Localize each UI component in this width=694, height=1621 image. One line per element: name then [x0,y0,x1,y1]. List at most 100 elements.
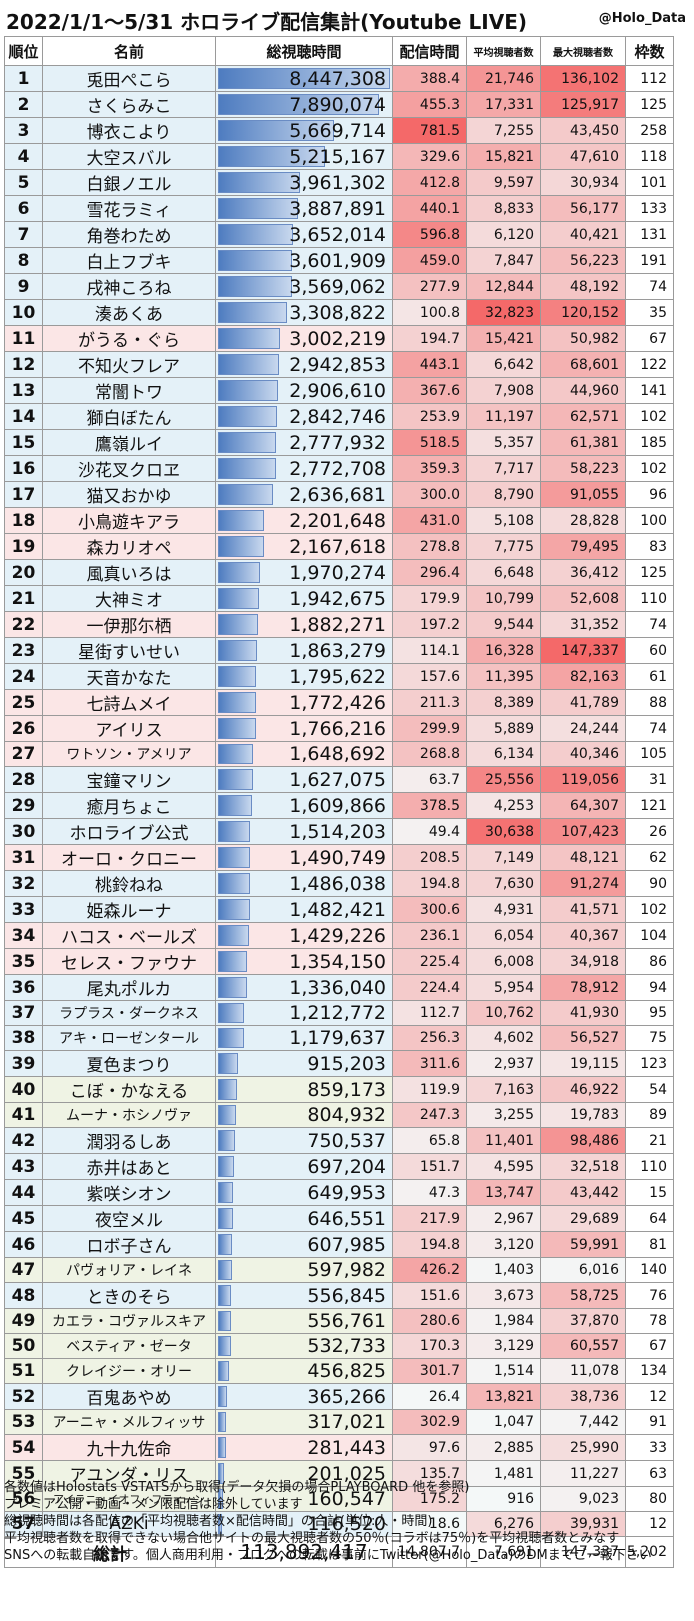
frames-cell: 95 [625,1000,674,1026]
frames-cell: 104 [625,922,674,949]
rank-cell: 55 [4,1460,43,1487]
frames-cell: 96 [625,481,674,508]
avg-viewers-cell: 5,357 [466,429,541,456]
table-body: 1 兎田ぺこら 8,447,308 388.4 21,746 136,102 112 2 さくら… [4,65,674,1537]
total-watch-value: 3,569,062 [289,275,386,298]
total-frames-value: 5,202 [625,1536,674,1568]
name-cell: オーロ・クロニー [42,844,216,871]
total-watch-bar [218,588,259,609]
total-watch-value: 1,970,274 [289,561,386,584]
max-viewers-cell: 91,055 [540,481,626,508]
total-watch-value: 646,551 [307,1207,386,1230]
total-watch-cell: 1,179,637 [215,1025,393,1051]
stream-time-cell: 175.2 [392,1486,467,1512]
max-viewers-cell: 9,023 [540,1486,626,1512]
frames-cell: 102 [625,455,674,482]
table-row: 4 大空スバル 5,215,167 329.6 15,821 47,610 118 [4,143,674,170]
rank-cell: 16 [4,455,43,482]
frames-cell: 122 [625,351,674,378]
total-watch-bar [218,1311,231,1331]
stream-time-cell: 388.4 [392,65,467,92]
frames-cell: 112 [625,65,674,92]
name-cell: 常闇トワ [42,377,216,404]
name-cell: アイリス [42,715,216,742]
name-cell: 角巻わため [42,221,216,248]
table-row: 49 カエラ・コヴァルスキア 556,761 280.6 1,984 37,870 78 [4,1308,674,1334]
frames-cell: 21 [625,1127,674,1154]
total-watch-cell: 3,601,909 [215,247,393,274]
stream-time-cell: 431.0 [392,507,467,534]
table-row: 9 戌神ころね 3,569,062 277.9 12,844 48,192 74 [4,273,674,300]
max-viewers-cell: 78,912 [540,974,626,1001]
frames-cell: 63 [625,1460,674,1487]
table-row: 29 癒月ちょこ 1,609,866 378.5 4,253 64,307 121 [4,792,674,819]
total-watch-cell: 3,652,014 [215,221,393,248]
max-viewers-cell: 36,412 [540,559,626,586]
stream-time-cell: 26.4 [392,1383,467,1410]
stream-time-cell: 217.9 [392,1205,467,1232]
max-viewers-cell: 40,421 [540,221,626,248]
stream-time-cell: 256.3 [392,1025,467,1051]
total-watch-bar [218,925,249,946]
name-cell: 雪花ラミィ [42,195,216,222]
table-row: 11 がうる・ぐら 3,002,219 194.7 15,421 50,982 67 [4,325,674,352]
frames-cell: 105 [625,741,674,767]
rank-cell: 50 [4,1333,43,1359]
stream-time-cell: 311.6 [392,1050,467,1077]
frames-cell: 141 [625,377,674,404]
rank-cell: 28 [4,766,43,793]
total-watch-value: 1,795,622 [289,665,386,688]
stream-time-cell: 455.3 [392,91,467,118]
table-row: 1 兎田ぺこら 8,447,308 388.4 21,746 136,102 112 [4,65,674,92]
max-viewers-cell: 41,789 [540,689,626,716]
table-row: 39 夏色まつり 915,203 311.6 2,937 19,115 123 [4,1050,674,1077]
avg-viewers-cell: 1,984 [466,1308,541,1334]
frames-cell: 110 [625,1153,674,1180]
max-viewers-cell: 19,783 [540,1102,626,1128]
total-watch-bar [218,1079,237,1100]
total-watch-bar [218,1489,223,1509]
table-row: 28 宝鐘マリン 1,627,075 63.7 25,556 119,056 31 [4,766,674,793]
total-watch-cell: 2,772,708 [215,455,393,482]
table-row: 47 パヴォリア・レイネ 597,982 426.2 1,403 6,016 140 [4,1257,674,1283]
total-watch-cell: 597,982 [215,1257,393,1283]
avg-viewers-cell: 8,389 [466,689,541,716]
name-cell: 七詩ムメイ [42,689,216,716]
total-watch-value: 3,887,891 [289,197,386,220]
total-watch-cell: 750,537 [215,1127,393,1154]
total-watch-cell: 1,648,692 [215,741,393,767]
stream-time-cell: 224.4 [392,974,467,1001]
name-cell: 宝鐘マリン [42,766,216,793]
name-cell: ときのそら [42,1282,216,1309]
name-cell: 紫咲シオン [42,1179,216,1206]
frames-cell: 134 [625,1358,674,1384]
total-watch-bar [218,458,276,479]
total-watch-cell: 1,609,866 [215,792,393,819]
total-watch-cell: 3,887,891 [215,195,393,222]
avg-viewers-cell: 4,931 [466,896,541,923]
name-cell: 猫又おかゆ [42,481,216,508]
frames-cell: 74 [625,273,674,300]
name-cell: 桃鈴ねね [42,870,216,897]
name-cell: アイラニ・イオフィフティーン [42,1486,216,1512]
table-row: 40 こぼ・かなえる 859,173 119.9 7,163 46,922 54 [4,1076,674,1103]
total-label: 総計 [4,1536,216,1568]
stream-time-cell: 278.8 [392,533,467,560]
total-watch-value: 1,766,216 [289,717,386,740]
name-cell: 森カリオペ [42,533,216,560]
rank-cell: 10 [4,299,43,326]
total-watch-value: 8,447,308 [289,67,386,90]
total-watch-cell: 317,021 [215,1409,393,1435]
max-viewers-cell: 61,381 [540,429,626,456]
total-watch-value: 556,845 [307,1284,386,1307]
total-watch-cell: 1,336,040 [215,974,393,1001]
total-watch-cell: 2,942,853 [215,351,393,378]
total-watch-bar [218,847,250,868]
total-watch-bar [218,224,293,245]
table-row: 55 アユンダ・リス 201,025 135.7 1,481 11,227 63 [4,1460,674,1487]
table-row: 10 湊あくあ 3,308,822 100.8 32,823 120,152 35 [4,299,674,326]
max-viewers-cell: 24,244 [540,715,626,742]
avg-viewers-cell: 8,790 [466,481,541,508]
total-watch-bar [218,432,276,453]
frames-cell: 133 [625,195,674,222]
